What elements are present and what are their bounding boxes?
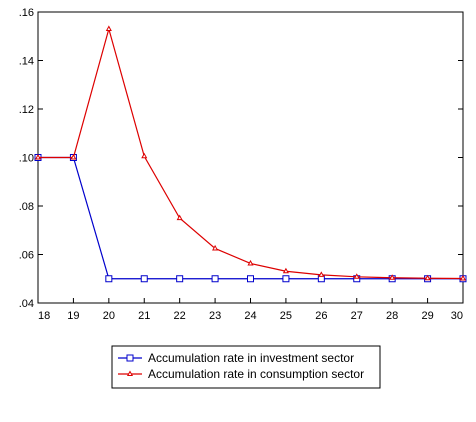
series-layer [34, 25, 467, 283]
y-tick-label: .12 [19, 104, 34, 116]
data-point [424, 274, 431, 281]
y-tick-label: .10 [19, 153, 34, 165]
x-tick-label: 30 [451, 310, 463, 322]
x-tick-label: 27 [351, 310, 363, 322]
data-point [353, 273, 360, 279]
x-tick-label: 25 [280, 310, 292, 322]
x-tick-label: 21 [138, 310, 150, 322]
data-point [176, 275, 184, 283]
data-point [141, 152, 148, 159]
x-tick-label: 28 [386, 310, 398, 322]
legend-label: Accumulation rate in consumption sector [148, 367, 364, 381]
data-point [105, 275, 113, 283]
data-point [282, 267, 289, 274]
data-point [318, 271, 325, 277]
legend-label: Accumulation rate in investment sector [148, 351, 354, 365]
data-point [459, 274, 467, 281]
data-point [247, 259, 254, 266]
x-tick-label: 20 [103, 310, 115, 322]
y-tick-label: .04 [19, 298, 34, 310]
data-point [105, 25, 112, 31]
y-tick-label: .08 [19, 201, 34, 213]
data-point [34, 153, 42, 160]
data-point [176, 214, 183, 221]
data-point [247, 275, 254, 283]
legend-item: Accumulation rate in investment sector [118, 351, 354, 365]
legend-swatch-marker [126, 354, 134, 362]
data-point [389, 274, 396, 280]
legend-items: Accumulation rate in investment sector Ac… [118, 351, 364, 381]
y-tick-label: .06 [19, 250, 34, 262]
x-tick-label: 19 [67, 310, 79, 322]
y-tick-label: .14 [19, 56, 34, 68]
data-point [211, 275, 219, 283]
legend-swatch-marker [126, 370, 134, 376]
data-point [70, 153, 77, 160]
data-point [212, 244, 219, 251]
legend-item: Accumulation rate in consumption sector [118, 367, 364, 381]
x-tick-label: 23 [209, 310, 221, 322]
legend: Accumulation rate in investment sector Ac… [111, 345, 381, 389]
series-line [38, 26, 464, 280]
x-tick-label: 18 [38, 310, 50, 322]
x-tick-label: 24 [244, 310, 256, 322]
y-tick-label: .16 [19, 7, 34, 19]
data-point [140, 275, 148, 283]
legend-box [111, 345, 381, 389]
x-axis: 18 19 20 21 22 23 24 25 26 27 28 29 30 [37, 298, 464, 322]
x-tick-label: 29 [421, 310, 433, 322]
y-axis: .04 .06 .08 .10 .12 .14 .16 [19, 7, 463, 310]
x-tick-label: 26 [315, 310, 327, 322]
series-1 [34, 25, 467, 281]
data-point [282, 275, 290, 283]
x-tick-label: 22 [174, 310, 186, 322]
